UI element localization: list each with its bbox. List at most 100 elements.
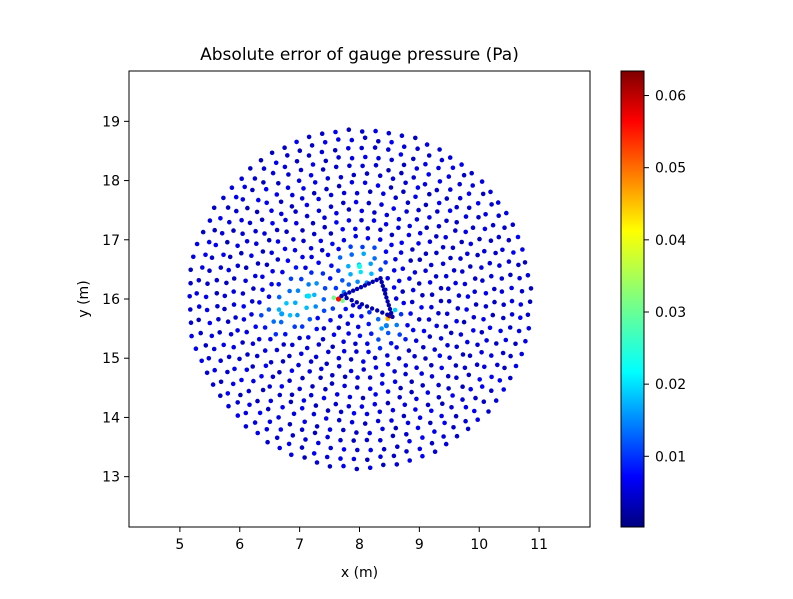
data-point (225, 319, 231, 325)
data-point (453, 228, 458, 233)
colorbar-axis: 0.01 0.02 0.03 0.04 0.05 0.06 (644, 89, 686, 465)
data-point (337, 314, 343, 319)
data-point (416, 207, 421, 213)
data-point (278, 319, 284, 325)
data-point (355, 447, 360, 453)
data-point (196, 278, 202, 283)
data-point (393, 257, 398, 262)
data-point (308, 359, 314, 364)
data-point (359, 129, 365, 134)
data-point (330, 306, 336, 311)
data-point (243, 265, 249, 271)
data-point (268, 398, 274, 404)
data-point (525, 312, 531, 318)
data-point (325, 252, 331, 258)
data-point (437, 147, 442, 152)
data-point (215, 304, 220, 309)
data-point (479, 179, 485, 184)
colorbar-tick-label: 0.02 (655, 377, 686, 393)
data-point (417, 257, 423, 263)
data-point (427, 280, 433, 285)
data-point (523, 338, 528, 344)
data-point (351, 288, 356, 293)
data-point (260, 249, 266, 254)
data-point (237, 356, 242, 362)
data-point (415, 425, 421, 431)
data-point (330, 241, 335, 247)
data-point (297, 335, 302, 341)
data-point (270, 374, 276, 380)
data-point (410, 327, 416, 333)
data-point (353, 233, 359, 239)
data-point (266, 237, 272, 243)
data-point (235, 328, 240, 333)
data-point (229, 185, 235, 190)
data-point (394, 322, 400, 328)
data-point (392, 369, 397, 374)
data-point (367, 375, 373, 380)
data-point (277, 445, 283, 451)
data-point (209, 333, 215, 339)
data-point (297, 148, 303, 153)
data-point (299, 196, 305, 201)
data-point (438, 336, 444, 341)
data-point (487, 260, 493, 266)
data-point (494, 341, 499, 346)
data-point (349, 419, 355, 425)
data-point (386, 168, 391, 173)
data-point (359, 302, 365, 307)
data-point (218, 393, 223, 399)
data-point (321, 395, 327, 401)
data-point (423, 268, 428, 274)
data-point (458, 332, 464, 337)
data-point (247, 402, 252, 408)
data-point (388, 185, 394, 190)
data-point (355, 279, 360, 285)
data-point (249, 299, 255, 304)
data-point (383, 249, 389, 254)
data-point (316, 440, 321, 446)
x-tick-label: 6 (235, 537, 244, 553)
data-point (336, 137, 341, 142)
data-point (282, 145, 287, 150)
data-point (443, 273, 449, 279)
data-point (384, 295, 389, 300)
data-point (357, 333, 363, 339)
data-point (287, 353, 292, 359)
data-point (225, 391, 231, 396)
data-point (390, 176, 396, 181)
data-point (497, 378, 503, 383)
data-point (261, 180, 266, 185)
data-point (398, 385, 403, 391)
data-point (423, 356, 428, 361)
data-point (442, 420, 447, 426)
data-point (359, 208, 365, 214)
data-point (244, 367, 250, 373)
data-point (276, 415, 281, 420)
data-point (424, 142, 430, 147)
data-point (383, 260, 388, 265)
data-point (238, 392, 243, 398)
data-point (286, 441, 292, 447)
data-point (225, 239, 230, 245)
data-point (327, 276, 333, 281)
data-point (226, 403, 231, 409)
data-point (340, 278, 345, 283)
data-point (403, 180, 408, 186)
data-point (376, 155, 381, 161)
data-point (483, 212, 488, 217)
data-point (443, 441, 449, 447)
data-point (343, 306, 349, 312)
data-point (303, 437, 308, 442)
data-point (385, 312, 390, 317)
data-point (231, 276, 237, 281)
data-point (360, 244, 365, 250)
data-point (353, 226, 358, 232)
data-point (436, 382, 441, 388)
data-point (354, 430, 359, 435)
data-point (194, 291, 199, 296)
data-point (487, 325, 493, 331)
data-point (399, 133, 405, 138)
data-point (390, 407, 396, 413)
